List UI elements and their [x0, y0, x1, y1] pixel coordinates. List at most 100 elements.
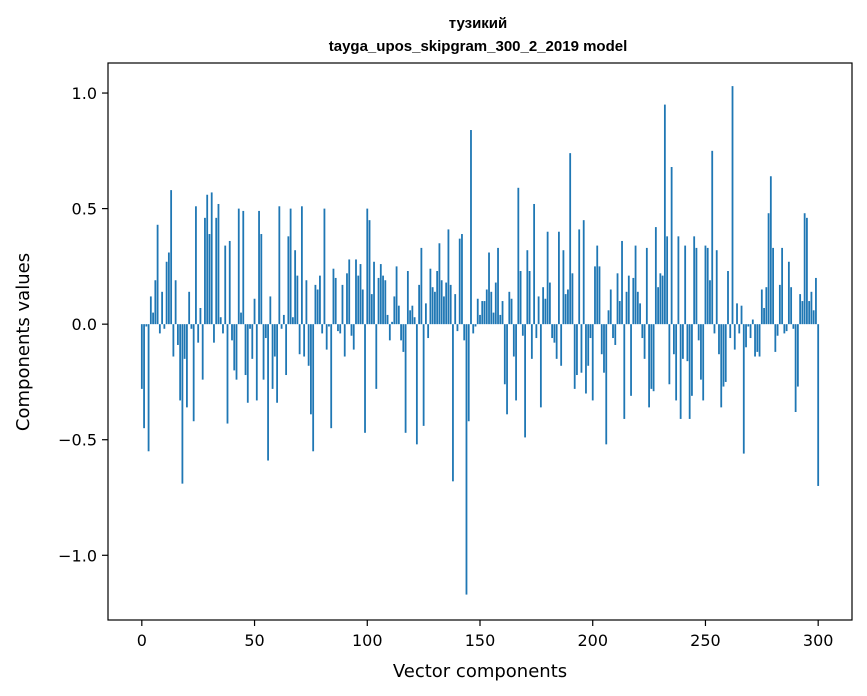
- bar: [251, 324, 254, 359]
- bar: [569, 153, 572, 325]
- bar: [330, 324, 333, 429]
- bar: [724, 324, 727, 382]
- bar: [278, 206, 281, 325]
- bar: [190, 324, 193, 329]
- bar: [715, 250, 718, 325]
- bar: [456, 324, 459, 332]
- bar: [181, 324, 184, 484]
- bar: [359, 264, 362, 325]
- bar: [235, 324, 238, 380]
- bar: [670, 167, 673, 325]
- bar: [161, 291, 164, 325]
- bar: [312, 324, 315, 452]
- bar: [695, 247, 698, 325]
- bar: [530, 324, 533, 359]
- bar: [445, 282, 448, 325]
- bar: [339, 324, 342, 334]
- bar: [249, 324, 251, 329]
- bar: [368, 220, 371, 325]
- bar: [612, 324, 614, 339]
- bar: [607, 310, 610, 325]
- bar: [774, 324, 777, 352]
- bar: [328, 324, 330, 327]
- y-tick-label: −0.5: [58, 431, 97, 450]
- bar: [634, 245, 637, 325]
- bar: [740, 305, 743, 325]
- bar: [609, 289, 612, 325]
- bar: [810, 291, 813, 325]
- bar: [684, 245, 687, 325]
- x-axis-label: Vector components: [393, 661, 567, 682]
- bar: [170, 190, 173, 325]
- bar: [152, 312, 154, 325]
- bar: [517, 187, 520, 325]
- bar: [591, 324, 594, 401]
- bar: [738, 324, 741, 334]
- x-tick-label: 150: [465, 631, 496, 650]
- bar: [217, 203, 220, 325]
- bar: [548, 282, 551, 325]
- bar: [790, 287, 793, 325]
- bar: [213, 324, 215, 343]
- bar: [483, 301, 486, 325]
- y-axis-ticks: −1.0 −0.5 0.0 0.5 1.0: [58, 84, 108, 565]
- bar: [778, 284, 781, 325]
- bar: [742, 324, 745, 454]
- bar: [206, 194, 209, 325]
- bar: [815, 277, 817, 325]
- bar: [458, 238, 461, 325]
- bar: [614, 324, 617, 345]
- bar: [154, 280, 157, 325]
- bar: [585, 324, 587, 394]
- bar: [485, 289, 488, 325]
- bar: [693, 236, 696, 325]
- bar: [321, 324, 324, 334]
- bar: [346, 273, 348, 325]
- bar: [675, 324, 678, 401]
- bar: [269, 296, 272, 325]
- bar: [736, 303, 738, 325]
- bar: [772, 247, 774, 325]
- bar: [418, 284, 421, 325]
- bar: [650, 324, 653, 389]
- bar: [704, 245, 707, 325]
- bar: [404, 324, 407, 433]
- bar: [539, 324, 542, 408]
- bar: [228, 240, 231, 325]
- bar: [186, 324, 188, 408]
- bar: [242, 210, 245, 325]
- bars-group: [140, 86, 820, 595]
- bar: [587, 324, 590, 366]
- bar: [382, 275, 384, 325]
- bar: [801, 301, 804, 325]
- y-tick-label: 1.0: [72, 84, 97, 103]
- bar: [140, 324, 143, 389]
- bar: [781, 247, 784, 325]
- bar: [291, 317, 294, 325]
- bar: [370, 294, 373, 325]
- bar: [172, 324, 175, 357]
- bar: [700, 324, 702, 380]
- bar: [472, 324, 475, 334]
- bar: [192, 324, 195, 422]
- bar: [758, 324, 761, 357]
- bar: [195, 206, 197, 325]
- bar: [769, 176, 772, 325]
- bar: [337, 324, 339, 332]
- bar: [512, 324, 515, 357]
- bar: [553, 324, 556, 343]
- bar: [576, 324, 578, 376]
- bar: [449, 284, 452, 325]
- bar: [765, 287, 768, 325]
- bar: [215, 217, 218, 325]
- bar: [544, 298, 547, 325]
- bar: [355, 259, 357, 325]
- bar: [395, 266, 398, 325]
- bar: [348, 259, 351, 325]
- y-tick-label: 0.5: [72, 200, 97, 219]
- bar: [747, 324, 750, 327]
- bar: [305, 280, 308, 325]
- bar: [262, 324, 265, 380]
- bar: [580, 324, 583, 373]
- bar: [645, 247, 648, 325]
